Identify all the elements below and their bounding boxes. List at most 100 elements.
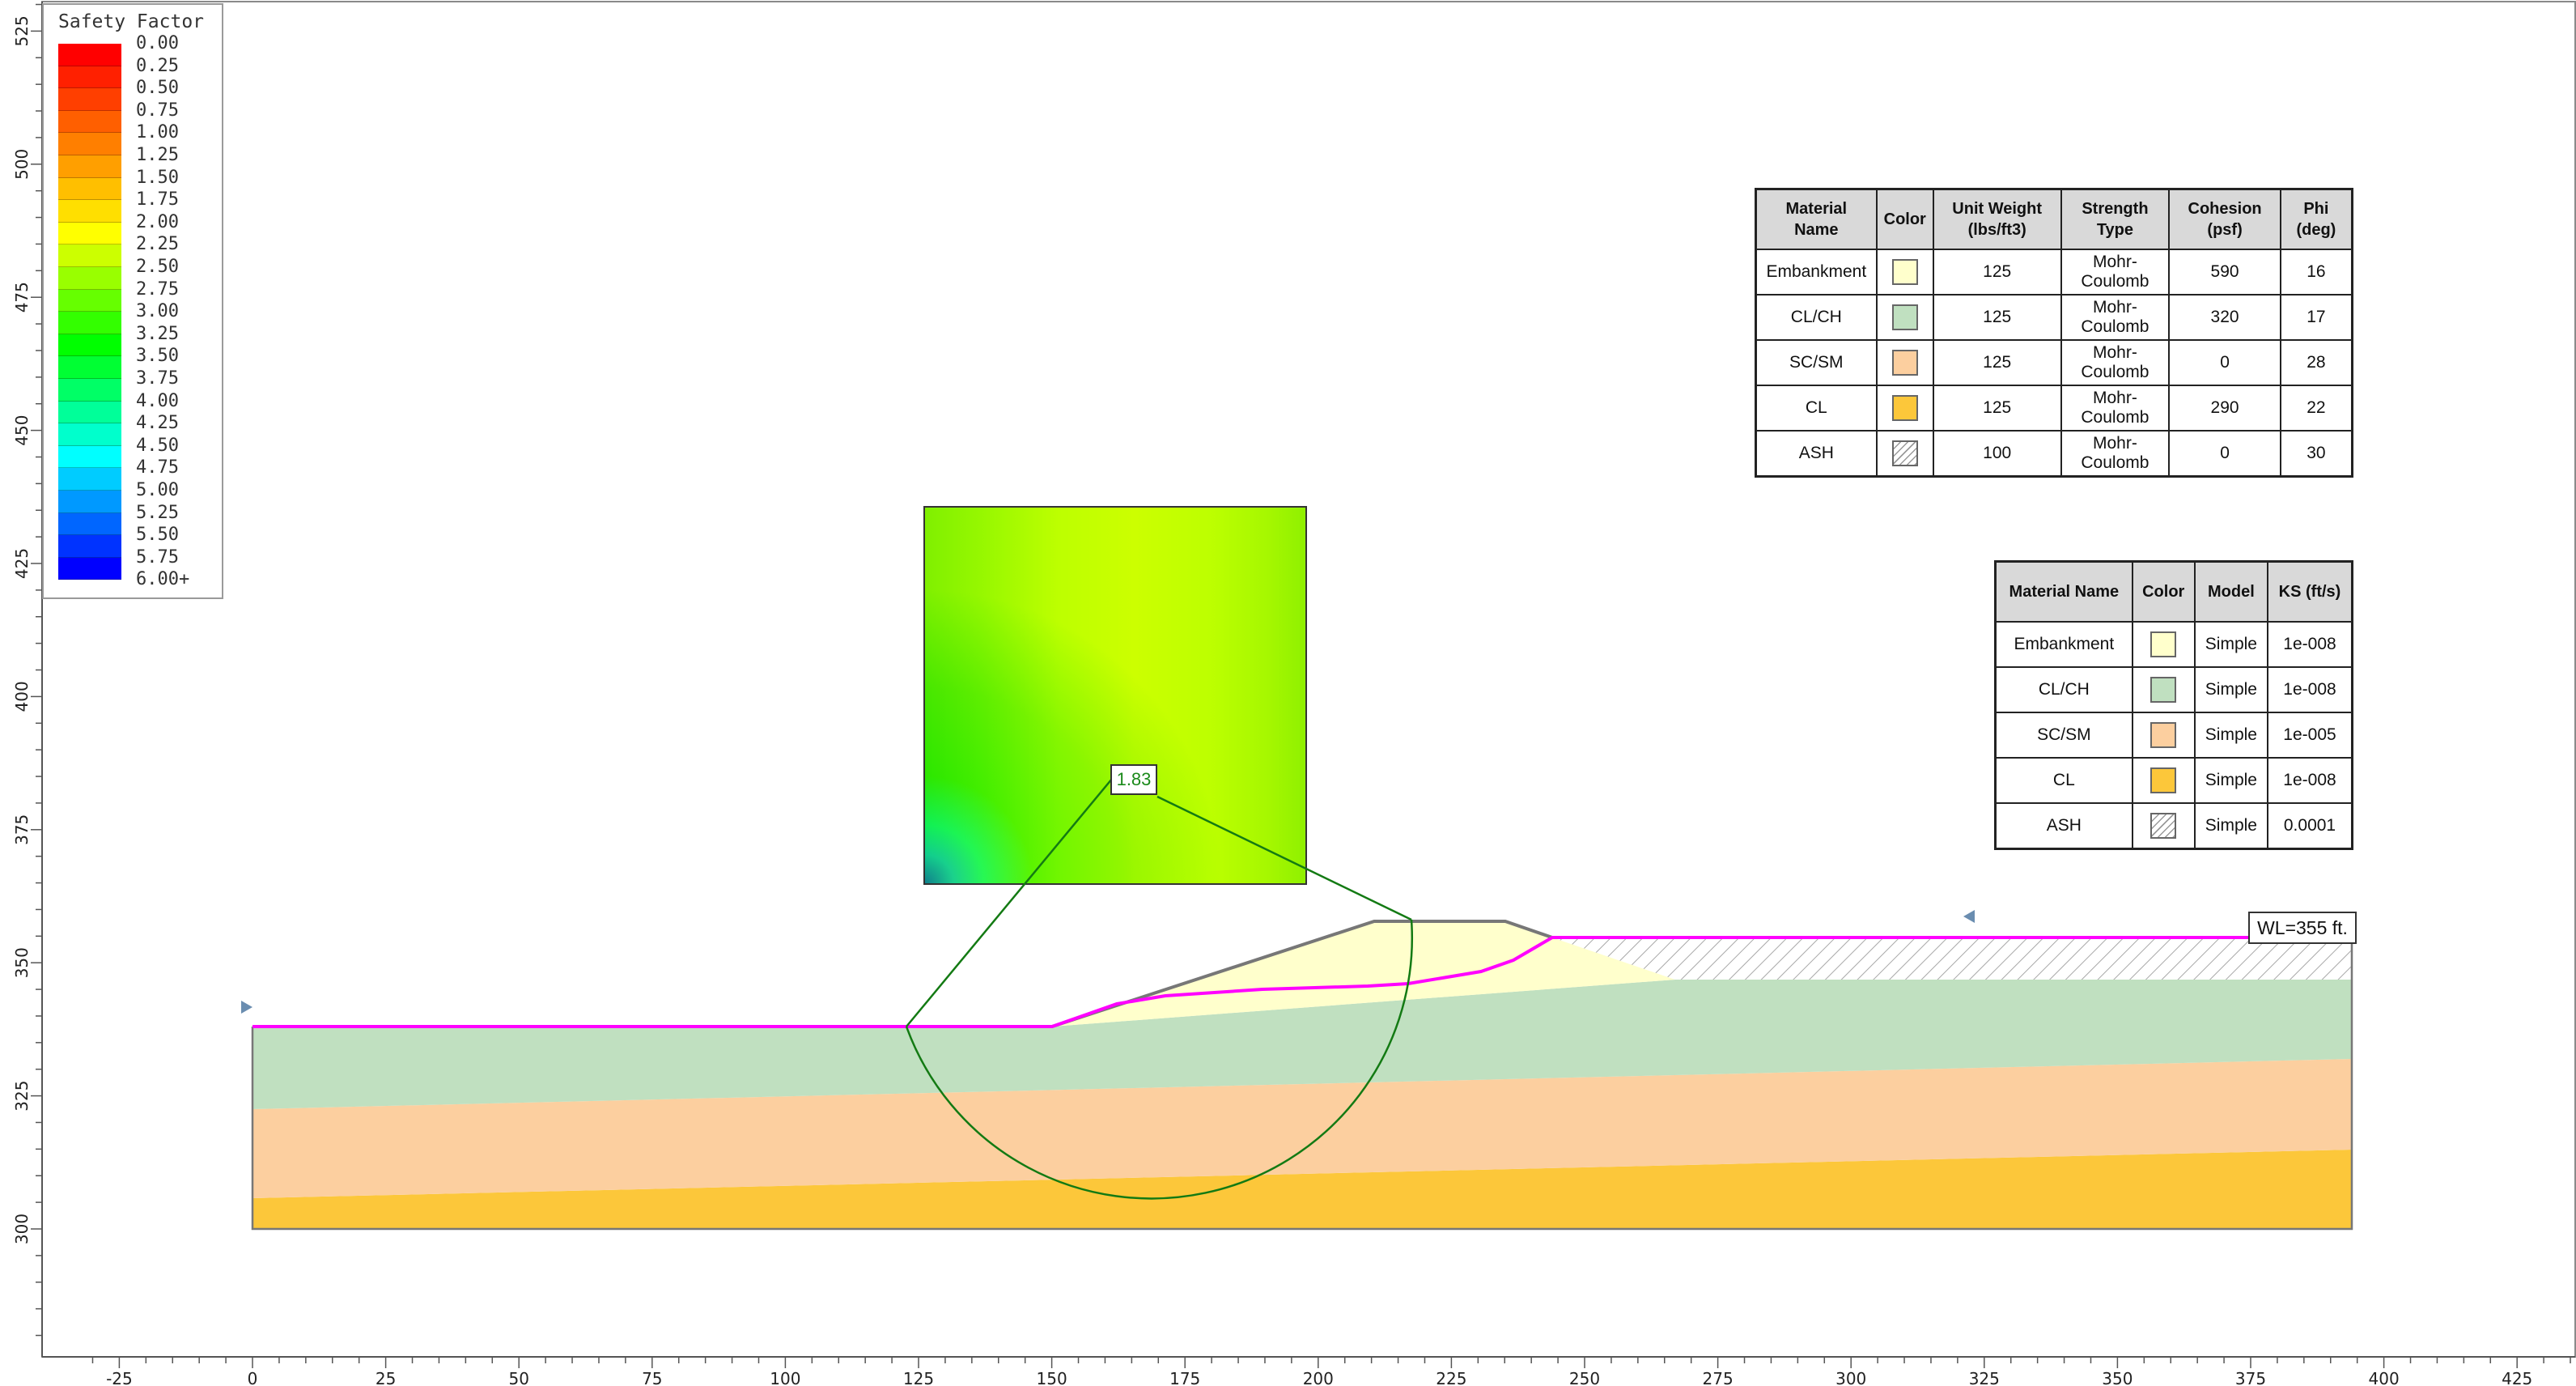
strength-type-cell: Mohr-Coulomb xyxy=(2060,249,2171,295)
water-level-label[interactable]: WL=355 ft. xyxy=(2248,912,2357,944)
external-boundary xyxy=(251,937,2353,1231)
y-tick-label: 425 xyxy=(12,548,32,579)
th-phi: Phi (deg) xyxy=(2279,188,2353,250)
legend-swatch xyxy=(58,401,121,424)
legend-entry: 0.00 xyxy=(58,34,220,66)
table-row[interactable]: CL/CH 125 Mohr-Coulomb 320 17 xyxy=(1755,294,2353,341)
legend-swatch xyxy=(58,557,121,580)
x-tick-label: 100 xyxy=(770,1369,800,1386)
legend-label: 5.25 xyxy=(136,502,179,523)
table-row[interactable]: Embankment 125 Mohr-Coulomb 590 16 xyxy=(1755,249,2353,295)
y-tick-label: 500 xyxy=(12,149,32,180)
legend-label: 5.75 xyxy=(136,546,179,568)
legend-label: 0.50 xyxy=(136,78,179,99)
legend-swatch xyxy=(58,177,121,201)
legend-swatch xyxy=(58,244,121,267)
legend-entry: 1.50 xyxy=(58,168,220,201)
critical-slip-surface[interactable] xyxy=(905,778,1413,1200)
safety-factor-label[interactable]: 1.83 xyxy=(1110,764,1157,795)
cohesion-cell: 0 xyxy=(2168,430,2281,478)
x-tick-label: 300 xyxy=(1835,1369,1866,1386)
table-row[interactable]: Embankment Simple 1e-008 xyxy=(1994,621,2353,668)
legend-entry: 2.50 xyxy=(58,257,220,290)
x-tick-label: 25 xyxy=(376,1369,396,1386)
color-swatch xyxy=(2150,722,2177,748)
material-name-cell: SC/SM xyxy=(1755,339,1878,386)
x-tick-label: 125 xyxy=(903,1369,934,1386)
legend-entry: 4.25 xyxy=(58,414,220,446)
color-cell xyxy=(2131,712,2196,759)
ks-cell: 1e-008 xyxy=(2267,621,2353,668)
y-axis: 525 500 475 450 425 400 375 350 325 300 xyxy=(12,2,43,1357)
th-model: Model xyxy=(2193,560,2269,623)
x-tick-label: 75 xyxy=(642,1369,662,1386)
legend-label: 2.25 xyxy=(136,234,179,255)
material-name-cell: CL xyxy=(1755,385,1878,432)
legend-swatch xyxy=(58,445,121,469)
legend-swatch xyxy=(58,88,121,111)
layer-scsm[interactable] xyxy=(253,1059,2352,1198)
legend-swatch xyxy=(58,155,121,178)
slip-center-grid[interactable] xyxy=(923,506,1307,885)
legend-label: 2.00 xyxy=(136,211,179,232)
layer-cl[interactable] xyxy=(253,1150,2352,1229)
model-cell: Simple xyxy=(2193,666,2269,713)
legend-label: 0.25 xyxy=(136,55,179,76)
table-row[interactable]: ASH Simple 0.0001 xyxy=(1994,802,2353,850)
material-name-cell: CL/CH xyxy=(1755,294,1878,341)
water-table-line[interactable] xyxy=(253,936,2352,1028)
th-strength-type: Strength Type xyxy=(2060,188,2171,250)
legend-entry: 2.75 xyxy=(58,279,220,312)
legend-entry: 6.00+ xyxy=(58,570,220,602)
legend-entry: 3.75 xyxy=(58,369,220,402)
cohesion-cell: 290 xyxy=(2168,385,2281,432)
color-swatch xyxy=(2150,677,2177,703)
color-cell xyxy=(2131,757,2196,804)
legend-swatch xyxy=(58,133,121,155)
th-material-name: Material Name xyxy=(1994,560,2133,623)
material-name-cell: CL/CH xyxy=(1994,666,2133,713)
x-tick-label: 400 xyxy=(2369,1369,2400,1386)
strength-type-cell: Mohr-Coulomb xyxy=(2060,294,2171,341)
legend-label: 5.00 xyxy=(136,480,179,500)
strength-type-cell: Mohr-Coulomb xyxy=(2060,385,2171,432)
color-swatch xyxy=(2150,767,2177,793)
th-color: Color xyxy=(1875,188,1934,250)
color-cell xyxy=(2131,666,2196,713)
phi-cell: 22 xyxy=(2279,385,2353,432)
model-cell: Simple xyxy=(2193,712,2269,759)
legend-swatch xyxy=(58,535,121,558)
color-swatch xyxy=(1891,440,1918,466)
layer-embankment[interactable] xyxy=(1052,921,1675,1027)
table-row[interactable]: CL Simple 1e-008 xyxy=(1994,757,2353,804)
legend-label: 1.50 xyxy=(136,167,179,188)
legend-swatch xyxy=(58,312,121,334)
model-cell: Simple xyxy=(2193,621,2269,668)
x-tick-label: 225 xyxy=(1436,1369,1466,1386)
table-row[interactable]: SC/SM 125 Mohr-Coulomb 0 28 xyxy=(1755,339,2353,386)
color-cell xyxy=(1875,385,1934,432)
legend-entry: 5.00 xyxy=(58,481,220,513)
color-cell xyxy=(1875,249,1934,295)
table-row[interactable]: SC/SM Simple 1e-005 xyxy=(1994,712,2353,759)
legend-entry: 3.25 xyxy=(58,324,220,357)
y-tick-label: 450 xyxy=(12,415,32,446)
boundary-marker-left xyxy=(241,1001,253,1014)
color-cell xyxy=(1875,294,1934,341)
table-row[interactable]: CL/CH Simple 1e-008 xyxy=(1994,666,2353,713)
legend-label: 2.50 xyxy=(136,257,179,277)
legend-label: 1.25 xyxy=(136,145,179,165)
layer-ash[interactable] xyxy=(1552,937,2352,980)
layer-clch[interactable] xyxy=(253,980,2352,1109)
legend-label: 3.25 xyxy=(136,323,179,344)
strength-type-cell: Mohr-Coulomb xyxy=(2060,339,2171,386)
ks-cell: 0.0001 xyxy=(2267,802,2353,850)
table-row[interactable]: ASH 100 Mohr-Coulomb 0 30 xyxy=(1755,430,2353,478)
table-row[interactable]: CL 125 Mohr-Coulomb 290 22 xyxy=(1755,385,2353,432)
phi-cell: 28 xyxy=(2279,339,2353,386)
y-tick-label: 300 xyxy=(12,1214,32,1244)
legend-label: 6.00+ xyxy=(136,569,190,590)
legend-label: 5.50 xyxy=(136,525,179,546)
legend-label: 4.25 xyxy=(136,413,179,434)
